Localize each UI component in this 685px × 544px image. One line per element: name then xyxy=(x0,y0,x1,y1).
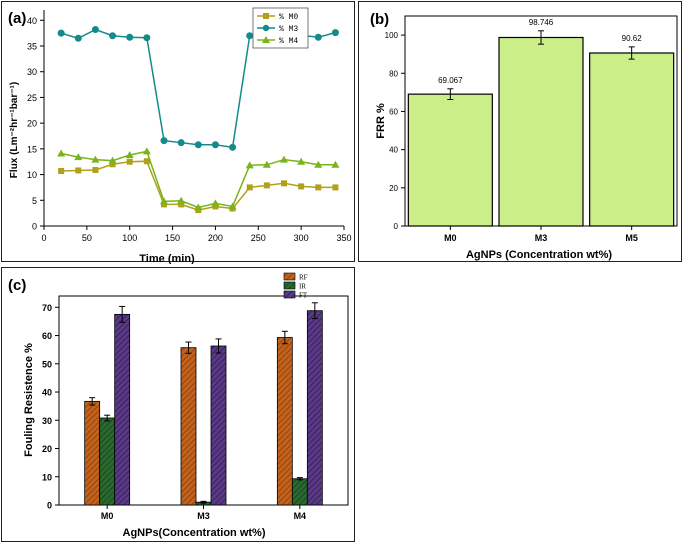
chart-c-legend-label: FT xyxy=(299,292,308,300)
chart-c-y-label: Fouling Resistence % xyxy=(23,343,35,457)
chart-b-x-tick-label: M0 xyxy=(444,233,457,243)
chart-b-value-label: 69.067 xyxy=(438,76,463,85)
chart-b-bar xyxy=(590,53,674,226)
chart-c-bar-rf xyxy=(85,401,100,505)
chart-c-x-tick-label: M3 xyxy=(197,511,210,521)
chart-c-bar-ft xyxy=(211,346,226,505)
chart-c-legend-label: RF xyxy=(299,274,308,282)
chart-b-value-label: 98.746 xyxy=(529,18,554,27)
chart-b-x-tick-label: M3 xyxy=(535,233,548,243)
chart-c-bar-rf xyxy=(181,348,196,505)
chart-c-x-label: AgNPs(Concentration wt%) xyxy=(123,527,266,539)
chart-c-y-tick-label: 10 xyxy=(42,472,52,482)
chart-c-bar-ir xyxy=(292,479,307,505)
chart-b-y-label: FRR % xyxy=(375,103,387,139)
chart-b-bar xyxy=(408,94,492,226)
chart-b-y-tick-label: 80 xyxy=(389,69,398,78)
chart-c-bar-rf xyxy=(277,338,292,505)
chart-c: (c) 0 10 20 30 40 50 60 70 M0 M3 M4 AgNPs(Concent… xyxy=(0,0,356,544)
chart-b-y-tick-label: 60 xyxy=(389,107,398,116)
chart-c-bar-ir xyxy=(100,418,115,505)
chart-c-y-tick-label: 20 xyxy=(42,444,52,454)
chart-c-legend-swatch xyxy=(284,273,295,280)
chart-b-y-tick-label: 20 xyxy=(389,184,398,193)
chart-c-bar-ft xyxy=(307,311,322,505)
chart-b-value-label: 90.62 xyxy=(622,34,643,43)
chart-c-bar-ft xyxy=(115,314,130,505)
chart-c-y-tick-label: 30 xyxy=(42,416,52,426)
chart-c-y-tick-label: 40 xyxy=(42,388,52,398)
chart-c-legend-swatch xyxy=(284,291,295,298)
chart-b-x-tick-label: M5 xyxy=(625,233,638,243)
chart-c-legend-swatch xyxy=(284,282,295,289)
panel-c-label: (c) xyxy=(8,277,26,294)
chart-b-bar xyxy=(499,37,583,226)
chart-c-x-tick-label: M0 xyxy=(101,511,114,521)
chart-b-y-tick-label: 40 xyxy=(389,146,398,155)
chart-b-y-tick-label: 100 xyxy=(385,31,399,40)
chart-c-y-tick-label: 60 xyxy=(42,331,52,341)
chart-c-legend-label: IR xyxy=(299,283,306,291)
panel-b-label: (b) xyxy=(370,11,389,28)
chart-c-y-tick-label: 0 xyxy=(47,501,52,511)
chart-c-y-tick-label: 50 xyxy=(42,359,52,369)
chart-b-y-tick-label: 0 xyxy=(394,222,399,231)
chart-b-x-label: AgNPs (Concentration wt%) xyxy=(466,249,612,261)
chart-c-x-tick-label: M4 xyxy=(294,511,307,521)
chart-c-y-tick-label: 70 xyxy=(42,303,52,313)
